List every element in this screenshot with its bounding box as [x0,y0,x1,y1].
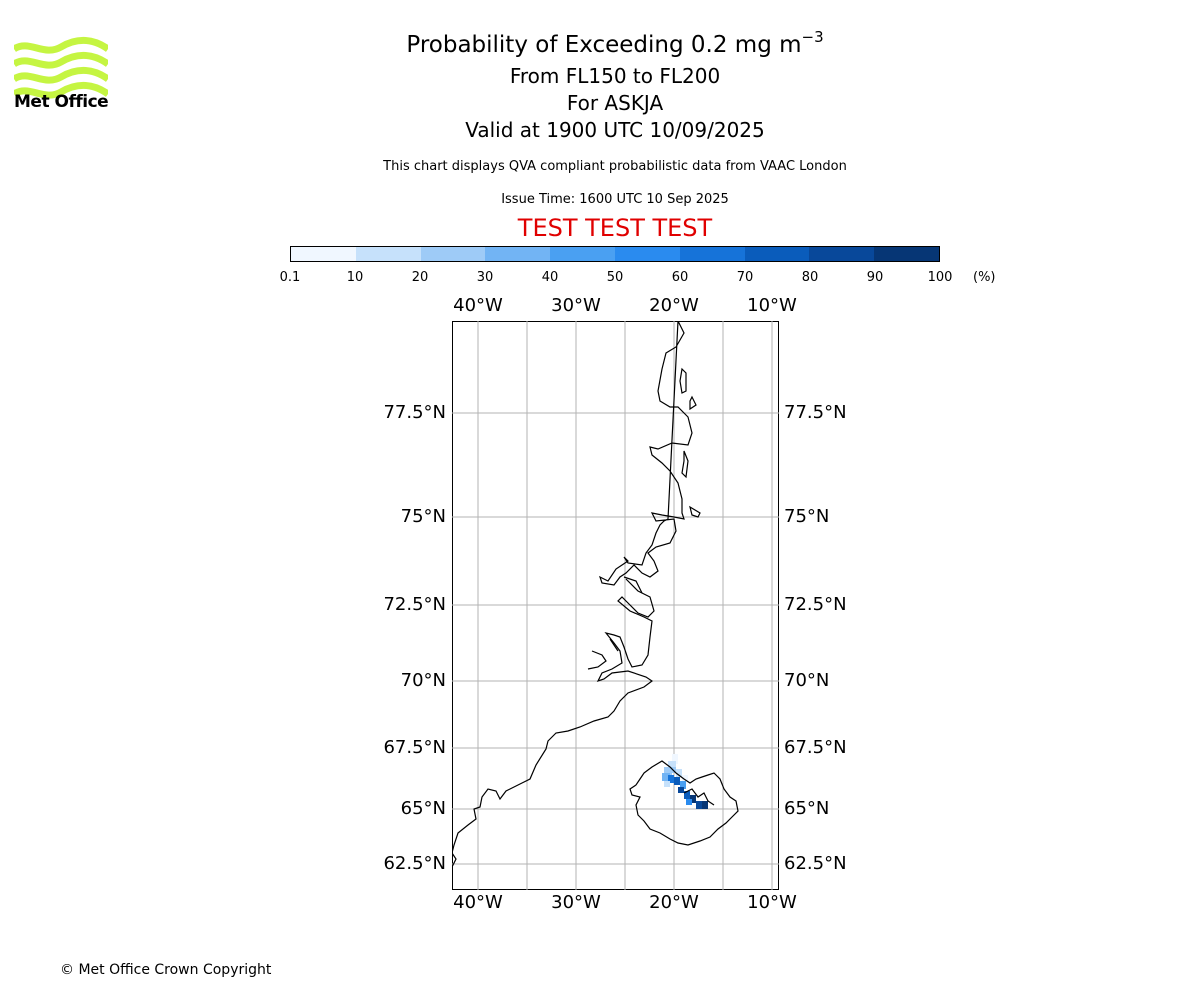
lat-label-left: 62.5°N [383,853,446,874]
issue-time: Issue Time: 1600 UTC 10 Sep 2025 [501,192,729,207]
colorbar-tick-label: 0.1 [279,270,301,285]
chart-title: Probability of Exceeding 0.2 mg m−3 [406,28,824,58]
lon-label-bottom: 10°W [747,892,797,913]
lat-label-left: 75°N [400,506,446,527]
coastline [452,321,739,890]
colorbar-tick-label: 20 [411,270,429,285]
lon-label-bottom: 30°W [551,892,601,913]
lon-label-top: 30°W [551,295,601,316]
colorbar-segment [679,247,745,261]
test-banner: TEST TEST TEST [517,214,713,242]
graticule [452,321,779,890]
colorbar-segment [614,247,680,261]
ash-plume [662,754,708,809]
lon-label-top: 40°W [453,295,503,316]
lat-label-left: 72.5°N [383,594,446,615]
colorbar-tick-label: 60 [671,270,689,285]
met-office-logo-icon [14,37,108,99]
colorbar-segment [355,247,421,261]
lat-label-right: 65°N [784,798,830,819]
colorbar-tick-label: 80 [801,270,819,285]
lon-label-bottom: 20°W [649,892,699,913]
colorbar-segment [744,247,810,261]
description-text: This chart displays QVA compliant probab… [383,159,847,174]
colorbar [290,246,940,262]
lon-label-top: 10°W [747,295,797,316]
colorbar-tick-label: 40 [541,270,559,285]
lon-label-top: 20°W [649,295,699,316]
title-superscript: −3 [801,28,824,46]
colorbar-tick-label: 100 [927,270,953,285]
colorbar-segment [550,247,615,261]
colorbar-tick-label: 90 [866,270,884,285]
lat-label-left: 77.5°N [383,402,446,423]
subtitle-flight-levels: From FL150 to FL200 [509,64,721,88]
colorbar-segment [420,247,486,261]
lon-label-bottom: 40°W [453,892,503,913]
colorbar-tick-label: 10 [346,270,364,285]
lat-label-left: 65°N [400,798,446,819]
lat-label-right: 70°N [784,670,830,691]
colorbar-segment [809,247,875,261]
colorbar-tick-label: 30 [476,270,494,285]
lat-label-right: 75°N [784,506,830,527]
lat-label-right: 67.5°N [784,737,847,758]
lat-label-left: 67.5°N [383,737,446,758]
colorbar-tick-label: 70 [736,270,754,285]
subtitle-valid-time: Valid at 1900 UTC 10/09/2025 [465,118,765,142]
colorbar-segment [291,247,356,261]
colorbar-tick-label: 50 [606,270,624,285]
lat-label-left: 70°N [400,670,446,691]
lat-label-right: 72.5°N [784,594,847,615]
subtitle-volcano: For ASKJA [566,91,664,115]
map-panel [452,321,779,890]
copyright-text: © Met Office Crown Copyright [60,962,272,978]
colorbar-segment [874,247,939,261]
lat-label-right: 77.5°N [784,402,847,423]
colorbar-segment [485,247,551,261]
lat-label-right: 62.5°N [784,853,847,874]
logo-text: Met Office [14,92,109,112]
colorbar-unit: (%) [973,270,996,285]
